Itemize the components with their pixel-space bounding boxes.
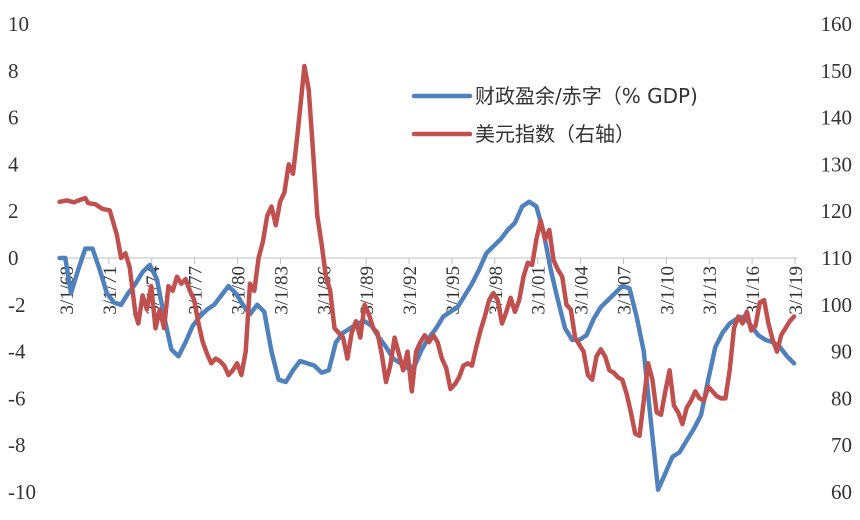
y-left-tick-label: -4: [8, 340, 26, 364]
x-tick-label: 3/1/68: [57, 266, 78, 315]
x-tick-label: 3/1/98: [486, 266, 507, 315]
x-tick-label: 3/1/07: [614, 266, 635, 315]
y-right-tick-label: 130: [821, 152, 853, 176]
y-right-tick-label: 150: [821, 59, 853, 83]
x-tick-label: 3/1/01: [529, 266, 550, 315]
axes-group: 10 8 6 4 2 0 -2 -4 -6 -8 -10 160 150 140 130 120 110 100 9…: [8, 12, 852, 504]
x-tick-label: 3/1/19: [786, 266, 807, 315]
y-right-tick-label: 160: [821, 12, 853, 36]
x-tick-label: 3/1/13: [700, 266, 721, 315]
y-right-tick-label: 140: [821, 106, 853, 130]
x-tick-label: 3/1/10: [657, 266, 678, 315]
legend-label: 财政盈余/赤字（% GDP): [475, 84, 698, 108]
y-left-tick-label: -2: [8, 293, 26, 317]
y-right-tick-label: 120: [821, 199, 853, 223]
x-tick-label: 3/1/04: [572, 266, 593, 315]
series-line-usd-index: [57, 63, 797, 439]
y-right-tick-label: 80: [831, 386, 852, 410]
series-group: [57, 63, 797, 492]
y-left-tick-label: 0: [8, 246, 19, 270]
y-right-tick-label: 100: [821, 293, 853, 317]
y-left-tick-label: -10: [8, 480, 36, 504]
y-left-tick-label: 8: [8, 59, 19, 83]
y-right-tick-label: 110: [821, 246, 852, 270]
y-left-tick-label: 10: [8, 12, 29, 36]
legend-label: 美元指数（右轴）: [475, 122, 635, 146]
y-left-tick-label: 2: [8, 199, 19, 223]
y-right-tick-label: 70: [831, 433, 852, 457]
x-tick-label: 3/1/80: [229, 266, 250, 315]
x-tick-label: 3/1/77: [186, 266, 207, 315]
x-tick-label: 3/1/83: [271, 266, 292, 315]
y-right-tick-label: 90: [831, 340, 852, 364]
y-left-tick-label: -6: [8, 386, 26, 410]
x-tick-label: 3/1/92: [400, 266, 421, 315]
legend: 财政盈余/赤字（% GDP) 美元指数（右轴）: [411, 84, 698, 146]
y-left-tick-label: 4: [8, 152, 19, 176]
y-left-tick-label: 6: [8, 106, 19, 130]
y-right-tick-label: 60: [831, 480, 852, 504]
y-left-tick-label: -8: [8, 433, 26, 457]
x-tick-label: 3/1/89: [357, 266, 378, 315]
series-line-fiscal-balance: [57, 199, 797, 492]
